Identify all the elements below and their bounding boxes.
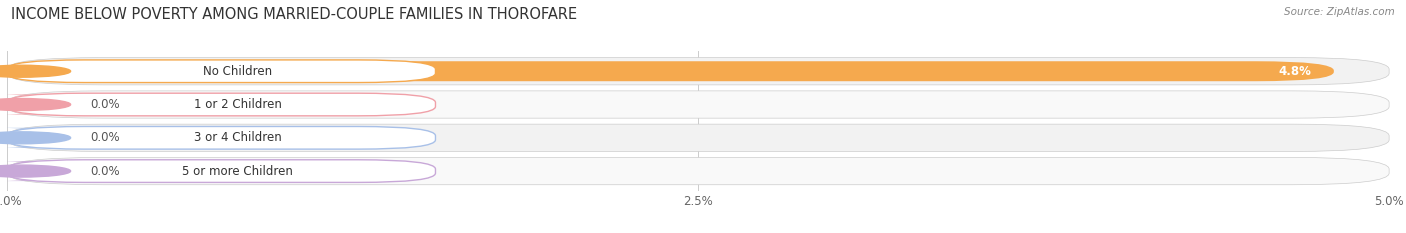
Text: No Children: No Children: [204, 65, 273, 78]
FancyBboxPatch shape: [7, 91, 1389, 118]
Text: 3 or 4 Children: 3 or 4 Children: [194, 131, 281, 144]
Text: Source: ZipAtlas.com: Source: ZipAtlas.com: [1284, 7, 1395, 17]
FancyBboxPatch shape: [7, 61, 1334, 81]
FancyBboxPatch shape: [7, 160, 436, 182]
Text: 1 or 2 Children: 1 or 2 Children: [194, 98, 281, 111]
Text: 0.0%: 0.0%: [90, 98, 120, 111]
FancyBboxPatch shape: [7, 124, 1389, 151]
Circle shape: [0, 165, 70, 177]
FancyBboxPatch shape: [0, 95, 84, 114]
FancyBboxPatch shape: [0, 128, 84, 148]
Circle shape: [0, 65, 70, 77]
Circle shape: [0, 132, 70, 144]
Circle shape: [0, 99, 70, 110]
FancyBboxPatch shape: [7, 58, 1389, 85]
Text: 5 or more Children: 5 or more Children: [183, 164, 294, 178]
FancyBboxPatch shape: [7, 127, 436, 149]
Text: INCOME BELOW POVERTY AMONG MARRIED-COUPLE FAMILIES IN THOROFARE: INCOME BELOW POVERTY AMONG MARRIED-COUPL…: [11, 7, 578, 22]
FancyBboxPatch shape: [0, 161, 84, 181]
FancyBboxPatch shape: [7, 93, 436, 116]
FancyBboxPatch shape: [7, 158, 1389, 185]
Text: 0.0%: 0.0%: [90, 164, 120, 178]
Text: 4.8%: 4.8%: [1279, 65, 1312, 78]
Text: 0.0%: 0.0%: [90, 131, 120, 144]
FancyBboxPatch shape: [7, 60, 436, 82]
